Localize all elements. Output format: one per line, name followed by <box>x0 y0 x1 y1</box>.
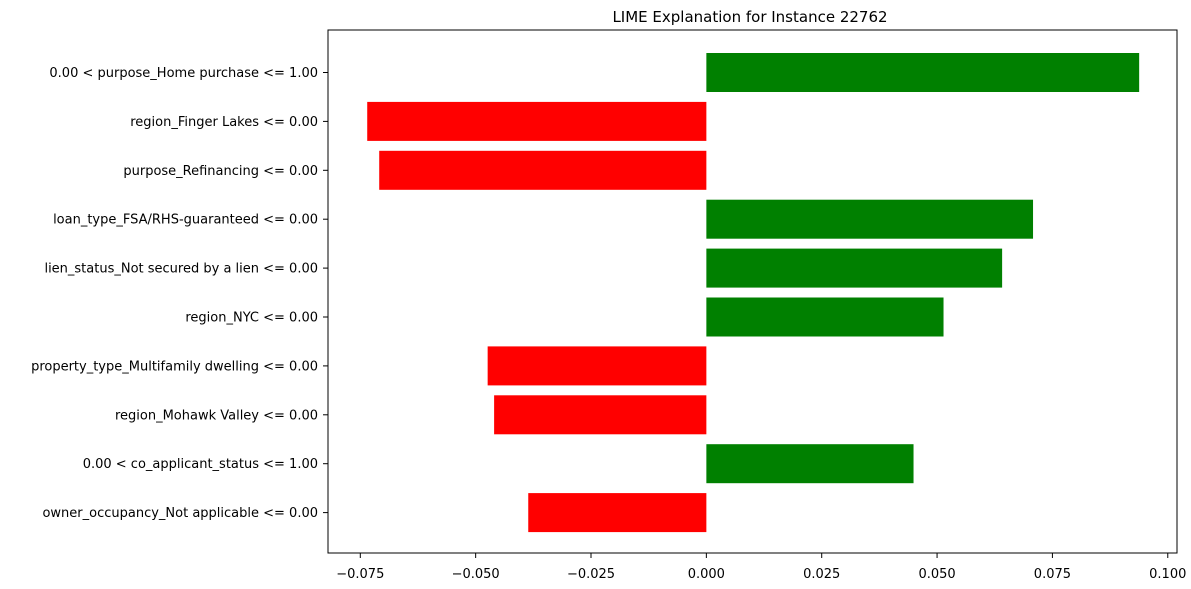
bar-0 <box>706 53 1140 92</box>
y-tick-label-6: property_type_Multifamily dwelling <= 0.… <box>31 359 318 374</box>
y-tick-label-1: region_Finger Lakes <= 0.00 <box>130 115 318 130</box>
y-tick-label-7: region_Mohawk Valley <= 0.00 <box>115 408 318 423</box>
bar-6 <box>487 346 707 386</box>
y-tick-label-8: 0.00 < co_applicant_status <= 1.00 <box>83 457 318 472</box>
y-tick-label-0: 0.00 < purpose_Home purchase <= 1.00 <box>49 66 318 81</box>
y-tick-label-4: lien_status_Not secured by a lien <= 0.0… <box>44 262 318 277</box>
y-tick-label-5: region_NYC <= 0.00 <box>185 311 318 326</box>
y-tick-label-3: loan_type_FSA/RHS-guaranteed <= 0.00 <box>53 213 318 228</box>
bar-9 <box>528 493 707 533</box>
bar-4 <box>706 248 1003 288</box>
y-tick-label-9: owner_occupancy_Not applicable <= 0.00 <box>42 506 318 521</box>
bar-2 <box>379 150 707 190</box>
x-tick-label-6: 0.075 <box>1034 567 1071 582</box>
bar-3 <box>706 199 1034 239</box>
bar-1 <box>367 101 707 141</box>
y-tick-labels: 0.00 < purpose_Home purchase <= 1.00 regi… <box>31 66 328 521</box>
x-tick-label-2: −0.025 <box>567 567 615 582</box>
x-tick-label-5: 0.050 <box>918 567 955 582</box>
bar-7 <box>494 395 707 435</box>
x-tick-label-4: 0.025 <box>803 567 840 582</box>
x-ticks-group: −0.075 −0.050 −0.025 0.000 0.025 0.050 0.075 0.… <box>336 553 1186 582</box>
x-tick-label-0: −0.075 <box>336 567 384 582</box>
bar-8 <box>706 444 914 484</box>
bars-group <box>367 53 1140 533</box>
chart-title: LIME Explanation for Instance 22762 <box>612 8 887 26</box>
x-tick-label-3: 0.000 <box>688 567 725 582</box>
bar-5 <box>706 297 944 337</box>
y-tick-label-2: purpose_Refinancing <= 0.00 <box>123 164 318 179</box>
x-tick-label-7: 0.100 <box>1149 567 1186 582</box>
x-tick-label-1: −0.050 <box>452 567 500 582</box>
plot-frame <box>327 29 1178 554</box>
